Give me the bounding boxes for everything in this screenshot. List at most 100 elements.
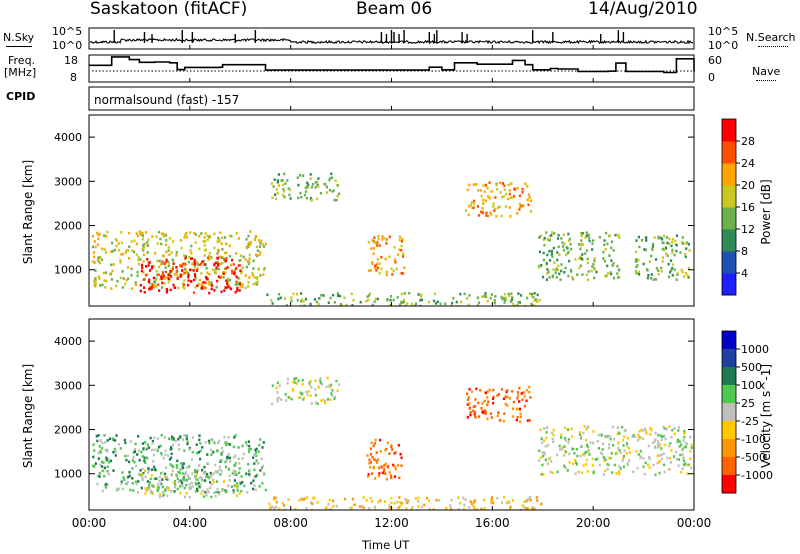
heatmap-cell [103,474,106,478]
heatmap-cell [325,385,328,389]
heatmap-cell [370,441,373,445]
heatmap-cell [362,506,365,509]
heatmap-cell [141,266,144,269]
heatmap-cell [680,471,683,474]
heatmap-cell [310,501,313,504]
heatmap-cell [99,284,102,287]
heatmap-cell [297,183,300,187]
heatmap-cell [184,256,187,260]
heatmap-cell [98,445,101,448]
heatmap-cell [388,235,391,239]
heatmap-cell [307,390,310,393]
heatmap-cell [621,459,624,462]
heatmap-cell [157,486,160,489]
heatmap-cell [101,283,104,287]
heatmap-cell [172,465,175,469]
heatmap-cell [657,440,660,443]
colorbar-swatch [722,475,736,494]
heatmap-cell [567,428,570,431]
heatmap-cell [138,458,141,462]
heatmap-cell [567,274,570,278]
heatmap-cell [498,205,501,209]
heatmap-cell [556,237,560,240]
heatmap-cell [286,179,289,182]
heatmap-cell [407,499,410,503]
heatmap-cell [623,429,626,432]
heatmap-cell [225,440,228,444]
heatmap-cell [119,259,122,262]
heatmap-cell [244,258,247,261]
heatmap-cell [551,274,554,277]
heatmap-cell [93,279,96,283]
heatmap-cell [180,246,183,250]
heatmap-cell [288,188,292,192]
heatmap-cell [666,456,669,460]
heatmap-cell [567,441,570,444]
heatmap-cell [181,262,184,266]
heatmap-cell [319,381,322,385]
heatmap-cell [631,435,634,438]
heatmap-cell [249,240,252,244]
heatmap-cell [483,498,486,502]
heatmap-cell [259,241,262,245]
heatmap-cell [115,434,118,437]
heatmap-cell [255,447,258,451]
heatmap-cell [93,255,96,259]
heatmap-cell [238,277,241,280]
heatmap-cell [235,280,238,284]
colorbar-frame [721,330,737,494]
heatmap-cell [550,431,554,435]
heatmap-cell [493,301,496,305]
heatmap-cell [282,183,285,187]
heatmap-cell [248,257,251,260]
heatmap-cell [663,234,666,238]
heatmap-cell [490,501,493,505]
heatmap-cell [395,267,398,271]
heatmap-cell [100,258,104,262]
heatmap-cell [500,214,503,218]
heatmap-cell [487,214,490,218]
velocity-heatmap-cells [92,376,693,510]
heatmap-cell [275,496,278,499]
heatmap-cell [605,274,608,278]
heatmap-cell [617,276,620,279]
heatmap-cell [232,445,235,449]
heatmap-cell [159,262,163,266]
heatmap-cell [247,440,250,443]
heatmap-cell [186,283,190,287]
heatmap-cell [159,278,162,281]
heatmap-cell [288,193,291,197]
heatmap-cell [158,479,161,483]
heatmap-cell [167,486,170,490]
heatmap-cell [165,287,168,291]
station-title: Saskatoon (fitACF) [90,0,248,19]
heatmap-cell [308,383,311,387]
heatmap-cell [482,411,485,414]
heatmap-cell [328,508,331,510]
colorbar-swatch [722,421,736,440]
heatmap-cell [547,270,550,274]
heatmap-cell [582,464,585,467]
heatmap-cell [117,242,120,245]
heatmap-cell [270,182,273,185]
heatmap-cell [202,240,205,243]
heatmap-cell [472,409,475,413]
heatmap-cell [468,205,471,208]
heatmap-cell [485,211,488,215]
power-ylabel: Slant Range [km] [21,160,35,264]
heatmap-cell [518,202,521,206]
heatmap-cell [231,472,234,475]
heatmap-cell [94,277,97,280]
heatmap-cell [185,235,189,239]
heatmap-cell [187,260,191,264]
heatmap-cell [131,467,134,470]
heatmap-cell [661,256,664,259]
heatmap-cell [679,453,682,457]
heatmap-cell [598,235,601,239]
heatmap-cell [160,434,163,437]
heatmap-cell [272,498,275,501]
heatmap-cell [208,291,211,295]
heatmap-cell [390,496,393,500]
heatmap-cell [299,391,302,395]
heatmap-cell [252,456,255,459]
